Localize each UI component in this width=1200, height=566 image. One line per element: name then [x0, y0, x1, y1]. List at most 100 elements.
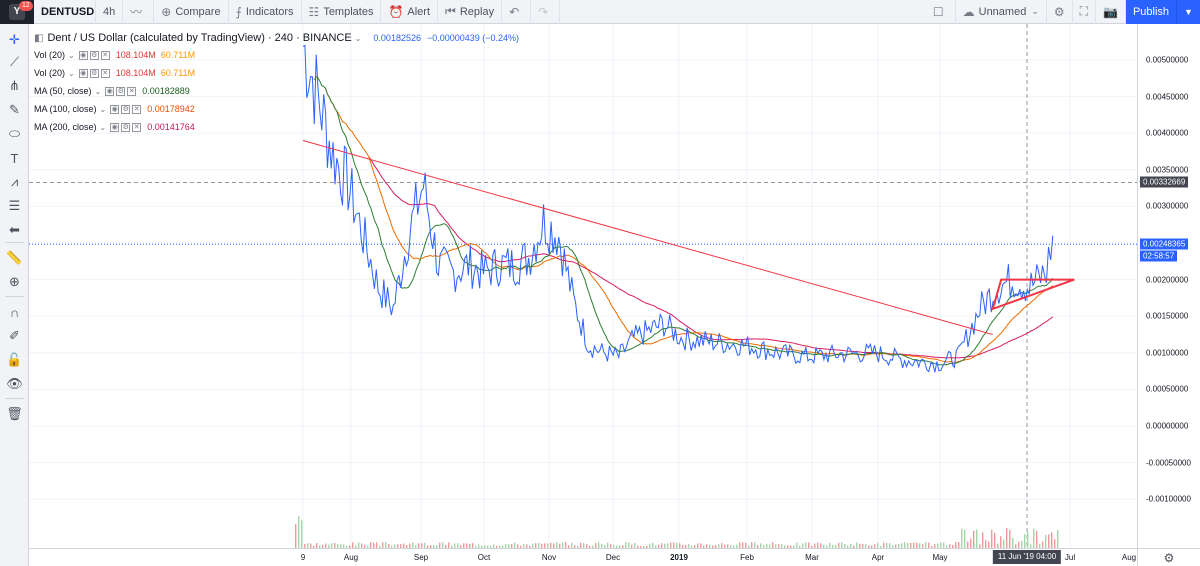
- settings-icon[interactable]: ⚙: [116, 86, 126, 96]
- trendline-icon: ⟋: [9, 54, 20, 69]
- volume-bar: [748, 545, 750, 548]
- redo-button[interactable]: ↷: [531, 0, 561, 24]
- undo-button[interactable]: ↶: [502, 0, 532, 24]
- collapse-icon[interactable]: ◧: [34, 32, 44, 44]
- eye-icon[interactable]: ◉: [110, 104, 120, 114]
- eye-icon[interactable]: ◉: [78, 68, 88, 78]
- lock-drawings-tool[interactable]: 🔓: [4, 350, 25, 370]
- settings-icon[interactable]: ⚙: [121, 104, 131, 114]
- volume-bar: [964, 529, 966, 548]
- chevron-down-icon[interactable]: ⌄: [354, 33, 362, 43]
- zoom-tool[interactable]: ⊕: [4, 272, 25, 292]
- legend-title-row[interactable]: ◧ Dent / US Dollar (calculated by Tradin…: [34, 30, 519, 46]
- replay-button[interactable]: ⏮ Replay: [438, 0, 503, 24]
- back-arrow-tool[interactable]: ⬅: [4, 220, 25, 240]
- eye-icon[interactable]: ◉: [78, 50, 88, 60]
- hide-drawings-tool[interactable]: 👁: [4, 374, 25, 394]
- volume-bar: [937, 543, 939, 548]
- trendline-drawing[interactable]: [302, 140, 993, 335]
- interval-button[interactable]: 4h: [96, 0, 124, 24]
- volume-bar: [1021, 540, 1023, 548]
- study-row[interactable]: Vol (20) ⌄ ◉ ⚙ ✕ 108.104M 60.711M: [34, 64, 519, 82]
- volume-bar: [724, 544, 726, 548]
- study-name: MA (200, close): [34, 122, 97, 132]
- price-axis[interactable]: 0.00500000 0.00450000 0.00400000 0.00350000…: [1137, 24, 1200, 548]
- volume-bar: [841, 542, 843, 548]
- volume-bar: [1003, 539, 1005, 548]
- volume-bar: [550, 542, 552, 548]
- ma-200-line[interactable]: [368, 156, 1054, 359]
- triangle-pattern-drawing[interactable]: [991, 278, 1075, 311]
- price-line[interactable]: [302, 44, 1054, 373]
- crosshair-tool[interactable]: ✛: [4, 30, 25, 50]
- indicators-button[interactable]: ⨍ Indicators: [229, 0, 302, 24]
- chevron-down-icon[interactable]: ⌄: [68, 50, 75, 60]
- study-row[interactable]: MA (200, close) ⌄ ◉ ⚙ ✕ 0.00141764: [34, 118, 519, 136]
- study-row[interactable]: MA (50, close) ⌄ ◉ ⚙ ✕ 0.00182889: [34, 82, 519, 100]
- close-icon[interactable]: ✕: [132, 104, 142, 114]
- compare-button[interactable]: ⊕ Compare: [154, 0, 229, 24]
- chart-settings-button[interactable]: ⚙: [1137, 548, 1200, 566]
- ma-50-line[interactable]: [313, 75, 1054, 366]
- close-icon[interactable]: ✕: [132, 122, 142, 132]
- ma-100-line[interactable]: [325, 88, 1054, 363]
- chart-style-button[interactable]: 〰: [123, 0, 155, 24]
- settings-icon[interactable]: ⚙: [121, 122, 131, 132]
- publish-menu-button[interactable]: ▼: [1176, 0, 1200, 24]
- snapshot-button[interactable]: 📷: [1096, 0, 1126, 24]
- alert-button[interactable]: ⏰ Alert: [381, 0, 439, 24]
- templates-button[interactable]: ☷ Templates: [302, 0, 382, 24]
- text-tool[interactable]: T: [4, 148, 25, 168]
- toolbar-right: ☐ ☁ Unnamed ⌄ ⚙ ⛶ 📷 Publish ▼: [926, 0, 1200, 24]
- close-icon[interactable]: ✕: [100, 68, 110, 78]
- add-alert-plus-icon[interactable]: +: [1139, 176, 1146, 189]
- user-menu[interactable]: Y 12: [0, 0, 34, 24]
- volume-bar: [442, 542, 444, 548]
- trendline-tool[interactable]: ⟋: [4, 52, 25, 72]
- symbol-search-button[interactable]: DENTUSD: [34, 0, 96, 24]
- study-row[interactable]: MA (100, close) ⌄ ◉ ⚙ ✕ 0.00178942: [34, 100, 519, 118]
- settings-icon[interactable]: ⚙: [89, 68, 99, 78]
- price-chart[interactable]: [29, 24, 1137, 548]
- remove-drawings-tool[interactable]: 🗑: [4, 404, 25, 424]
- fullscreen-button[interactable]: ⛶: [1073, 0, 1097, 24]
- settings-button[interactable]: ⚙: [1047, 0, 1073, 24]
- settings-icon[interactable]: ⚙: [89, 50, 99, 60]
- layout-select-button[interactable]: ☐: [926, 0, 956, 24]
- chart-pane[interactable]: [29, 24, 1137, 548]
- volume-bar: [826, 545, 828, 548]
- volume-bar: [601, 543, 603, 548]
- volume-bar: [955, 542, 957, 548]
- magnet-tool[interactable]: ∩: [4, 302, 25, 322]
- symbol-description: Dent / US Dollar (calculated by TradingV…: [47, 32, 352, 44]
- volume-bar: [607, 542, 609, 548]
- chevron-down-icon[interactable]: ⌄: [99, 122, 107, 132]
- pitchfork-tool[interactable]: ⋔: [4, 76, 25, 96]
- chevron-down-icon[interactable]: ⌄: [68, 68, 75, 78]
- shapes-tool[interactable]: ⬭: [4, 124, 25, 144]
- volume-bar: [787, 545, 789, 548]
- publish-button[interactable]: Publish: [1126, 0, 1176, 24]
- prediction-tool[interactable]: ☰: [4, 196, 25, 216]
- line-chart-icon: 〰: [130, 5, 143, 19]
- volume-bar: [820, 543, 822, 548]
- volume-bar: [364, 544, 366, 548]
- ruler-icon: 📏: [6, 250, 23, 265]
- stay-in-drawing-tool[interactable]: ✐: [4, 326, 25, 346]
- close-icon[interactable]: ✕: [127, 86, 137, 96]
- eye-icon[interactable]: ◉: [110, 122, 120, 132]
- chevron-down-icon[interactable]: ⌄: [94, 86, 102, 96]
- study-row[interactable]: Vol (20) ⌄ ◉ ⚙ ✕ 108.104M 60.711M: [34, 46, 519, 64]
- prediction-icon: ☰: [8, 198, 21, 213]
- close-icon[interactable]: ✕: [100, 50, 110, 60]
- save-layout-button[interactable]: ☁ Unnamed ⌄: [956, 0, 1047, 24]
- eye-icon[interactable]: ◉: [105, 86, 115, 96]
- pattern-tool[interactable]: ⩘: [4, 172, 25, 192]
- volume-bar: [796, 542, 798, 548]
- measure-tool[interactable]: 📏: [4, 248, 25, 268]
- brush-tool[interactable]: ✎: [4, 100, 25, 120]
- chevron-down-icon[interactable]: ⌄: [99, 104, 107, 114]
- cloud-icon: ☁: [962, 4, 975, 19]
- time-axis[interactable]: 9 Aug Sep Oct Nov Dec 2019 Feb Mar Apr May Jul Aug 11…: [29, 548, 1137, 566]
